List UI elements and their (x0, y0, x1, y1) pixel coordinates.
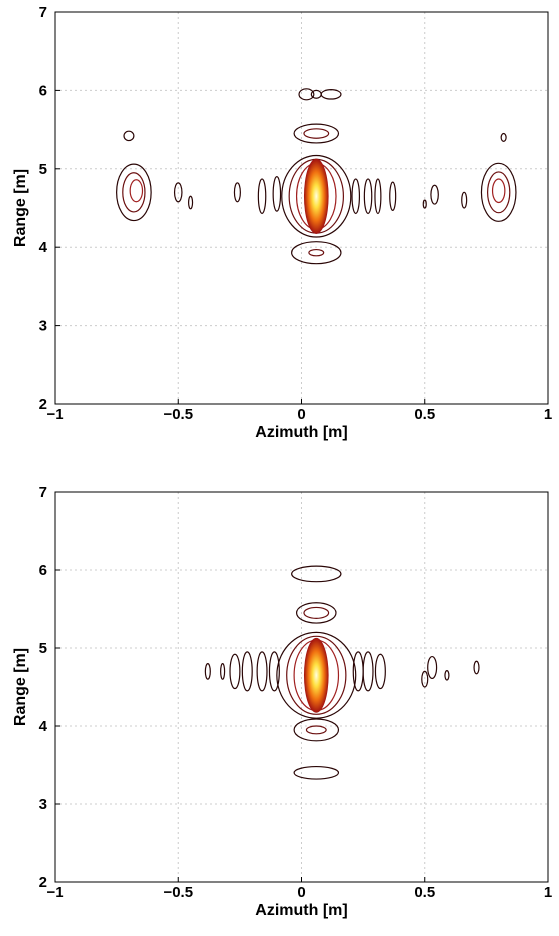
contour-line (123, 130, 135, 142)
contour-line (122, 172, 146, 213)
contour-line (173, 182, 183, 203)
contour-line (351, 178, 361, 215)
y-tick-label: 6 (39, 562, 47, 579)
y-axis-label: Range [m] (12, 648, 29, 726)
peak (303, 158, 329, 234)
contour-line (129, 179, 144, 203)
y-tick-label: 4 (39, 718, 48, 735)
x-tick-label: −0.5 (163, 884, 193, 901)
contour-line (116, 163, 152, 222)
x-tick-label: 0 (297, 884, 305, 901)
contour-line (272, 176, 282, 212)
x-tick-label: −0.5 (163, 406, 193, 423)
contour-line (220, 663, 226, 680)
x-tick-label: 1 (544, 884, 552, 901)
contours (116, 88, 517, 265)
y-tick-label: 7 (39, 4, 47, 21)
contour-line (421, 670, 429, 688)
contours (204, 565, 480, 780)
y-tick-label: 2 (39, 396, 47, 413)
x-tick-label: 0 (297, 406, 305, 423)
contour-line (363, 178, 373, 215)
contour-line (389, 181, 397, 211)
contour-line (374, 653, 386, 690)
contour-line (291, 241, 342, 265)
contour-line (374, 178, 382, 215)
contour-line (430, 184, 439, 205)
contour-line (293, 765, 340, 780)
contour-line (291, 565, 342, 583)
y-axis-label: Range [m] (12, 169, 29, 247)
contour-line (461, 191, 468, 209)
y-tick-label: 6 (39, 82, 47, 99)
contour-line (281, 154, 352, 238)
y-tick-label: 3 (39, 796, 47, 813)
contour-line (480, 162, 517, 222)
contour-line (276, 631, 357, 719)
contour-line (305, 725, 327, 735)
y-tick-label: 4 (39, 239, 48, 256)
contour-line (229, 653, 241, 690)
contour-line (500, 132, 507, 142)
y-tick-label: 2 (39, 874, 47, 891)
contour-line (233, 182, 241, 203)
contour-line (491, 178, 506, 204)
x-tick-label: 0.5 (414, 884, 435, 901)
x-tick-label: 1 (544, 406, 552, 423)
contour-line (473, 660, 480, 675)
plot-frame (54, 491, 549, 883)
contour-line (241, 651, 253, 692)
contour-line (444, 670, 450, 681)
x-tick-label: 0.5 (414, 406, 435, 423)
plot-frame (54, 11, 549, 405)
contour-line (293, 718, 340, 742)
contour-line (268, 651, 280, 692)
x-tick-label: −1 (46, 884, 63, 901)
contour-line (303, 128, 330, 139)
contour-line (427, 655, 438, 680)
y-tick-label: 7 (39, 484, 47, 501)
x-axis-label: Azimuth [m] (255, 424, 347, 441)
x-tick-label: −1 (46, 406, 63, 423)
contour-line (257, 178, 267, 215)
contour-line (362, 651, 374, 692)
contour-line (204, 663, 211, 680)
contour-line (293, 123, 340, 144)
contour-line (303, 606, 330, 619)
y-tick-label: 5 (39, 640, 47, 657)
contour-line (295, 602, 337, 624)
contour-line (320, 89, 342, 100)
y-tick-label: 3 (39, 318, 47, 335)
contour-line (487, 171, 511, 214)
contour-line (308, 248, 325, 257)
contour-line (256, 651, 268, 692)
contour-line (188, 195, 194, 210)
contour-line (422, 199, 427, 209)
peak (303, 637, 329, 713)
contour-line (298, 88, 315, 101)
y-tick-label: 5 (39, 161, 47, 178)
x-axis-label: Azimuth [m] (255, 902, 347, 919)
contour-line (286, 635, 347, 715)
